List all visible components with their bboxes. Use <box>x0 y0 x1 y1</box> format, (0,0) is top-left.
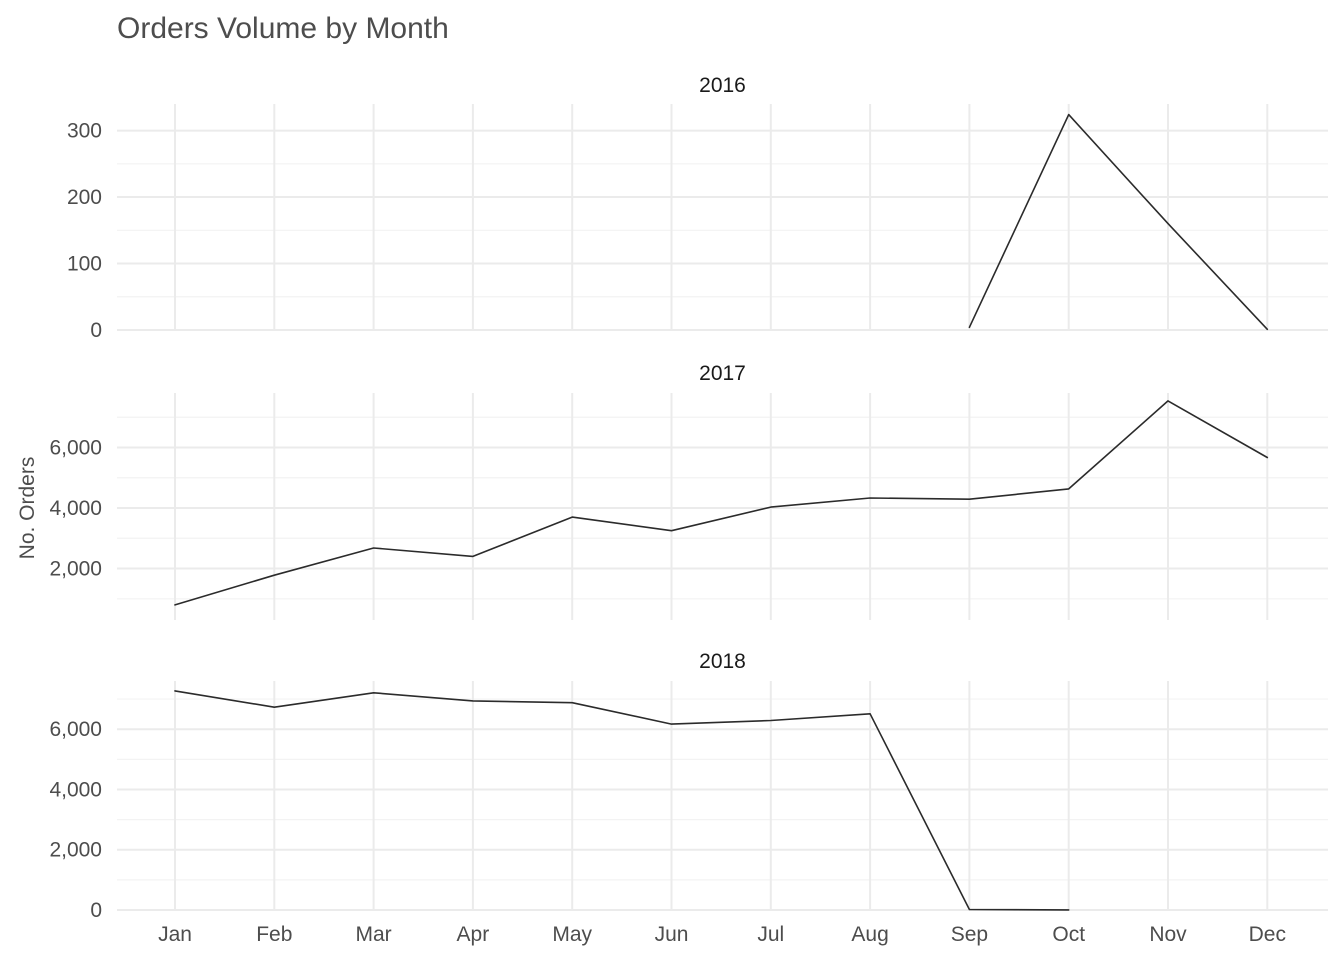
x-tick-label: May <box>552 923 592 946</box>
y-tick-label: 4,000 <box>49 778 102 801</box>
series-line-2017 <box>174 400 1269 606</box>
facet-label: 2016 <box>699 74 746 97</box>
x-tick-label: Nov <box>1149 923 1187 946</box>
x-tick-label: Jun <box>655 923 689 946</box>
facet-panel-2018: 2018 0 2,000 4,000 6,000 <box>49 650 1328 922</box>
y-tick-label: 300 <box>67 120 102 143</box>
x-tick-label: Sep <box>951 923 988 946</box>
chart-title: Orders Volume by Month <box>117 12 449 45</box>
y-tick-label: 0 <box>90 319 102 342</box>
x-tick-label: Mar <box>356 923 392 946</box>
y-tick-label: 6,000 <box>49 718 102 741</box>
facet-panel-2017: 2017 2,000 4,000 6,000 <box>49 362 1328 620</box>
y-tick-label: 0 <box>90 899 102 922</box>
facet-panel-2016: 2016 0 100 200 300 <box>67 74 1328 342</box>
y-tick-label: 2,000 <box>49 839 102 862</box>
y-tick-label: 200 <box>67 186 102 209</box>
facet-label: 2017 <box>699 362 746 385</box>
facet-panels: 2016 0 100 200 300 2017 2,000 4,000 6,000 2018 0 2,… <box>49 74 1328 922</box>
y-tick-label: 2,000 <box>49 558 102 581</box>
series-line-2018 <box>174 690 1070 911</box>
x-tick-label: Jul <box>757 923 784 946</box>
x-tick-label: Apr <box>457 923 490 946</box>
y-tick-label: 100 <box>67 253 102 276</box>
x-tick-label: Feb <box>256 923 292 946</box>
facet-label: 2018 <box>699 650 746 673</box>
y-tick-label: 6,000 <box>49 436 102 459</box>
x-tick-label: Dec <box>1249 923 1286 946</box>
x-tick-label: Oct <box>1052 923 1085 946</box>
x-axis: Jan Feb Mar Apr May Jun Jul Aug Sep Oct Nov Dec <box>158 923 1286 946</box>
series-line-2016 <box>968 113 1269 331</box>
y-axis-title: No. Orders <box>16 457 39 560</box>
y-tick-label: 4,000 <box>49 497 102 520</box>
x-tick-label: Aug <box>851 923 888 946</box>
x-tick-label: Jan <box>158 923 192 946</box>
